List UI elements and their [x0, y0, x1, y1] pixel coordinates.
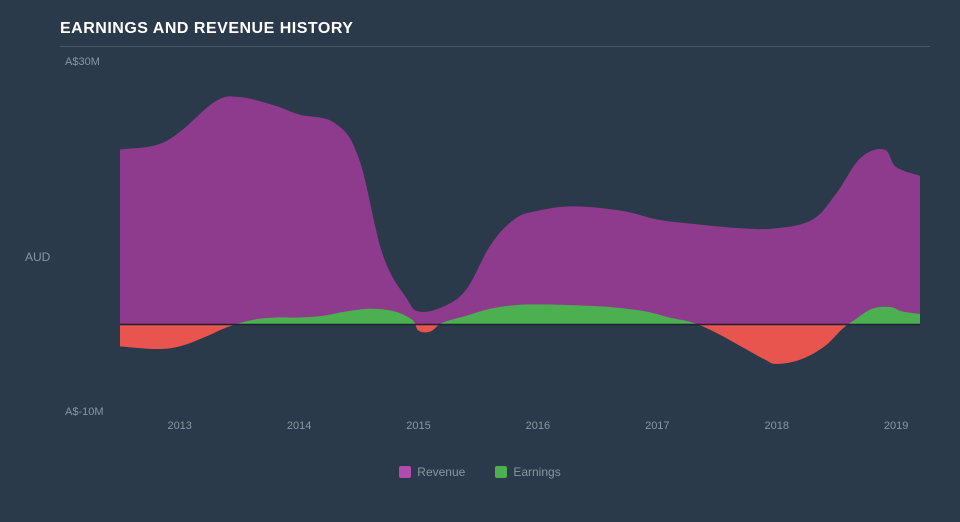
legend-label-revenue: Revenue	[417, 465, 465, 479]
legend: Revenue Earnings	[30, 465, 930, 479]
x-tick: 2019	[884, 420, 908, 432]
legend-item-earnings: Earnings	[495, 465, 560, 479]
y-axis-label: AUD	[25, 250, 50, 264]
plot-area	[120, 62, 920, 412]
y-tick-min: A$-10M	[65, 406, 104, 418]
y-tick-max: A$30M	[65, 56, 100, 68]
x-tick: 2018	[764, 420, 788, 432]
x-tick: 2014	[287, 420, 311, 432]
chart-title: EARNINGS AND REVENUE HISTORY	[60, 20, 930, 38]
title-rule	[60, 46, 930, 47]
chart-container: AUD A$30M A$-10M 20132014201520162017201…	[30, 57, 930, 457]
chart-svg	[120, 62, 920, 412]
legend-item-revenue: Revenue	[399, 465, 465, 479]
legend-label-earnings: Earnings	[513, 465, 560, 479]
x-tick: 2015	[406, 420, 430, 432]
legend-swatch-earnings	[495, 466, 507, 478]
revenue-area	[120, 96, 920, 324]
x-tick: 2016	[526, 420, 550, 432]
x-tick: 2013	[167, 420, 191, 432]
x-tick: 2017	[645, 420, 669, 432]
legend-swatch-revenue	[399, 466, 411, 478]
